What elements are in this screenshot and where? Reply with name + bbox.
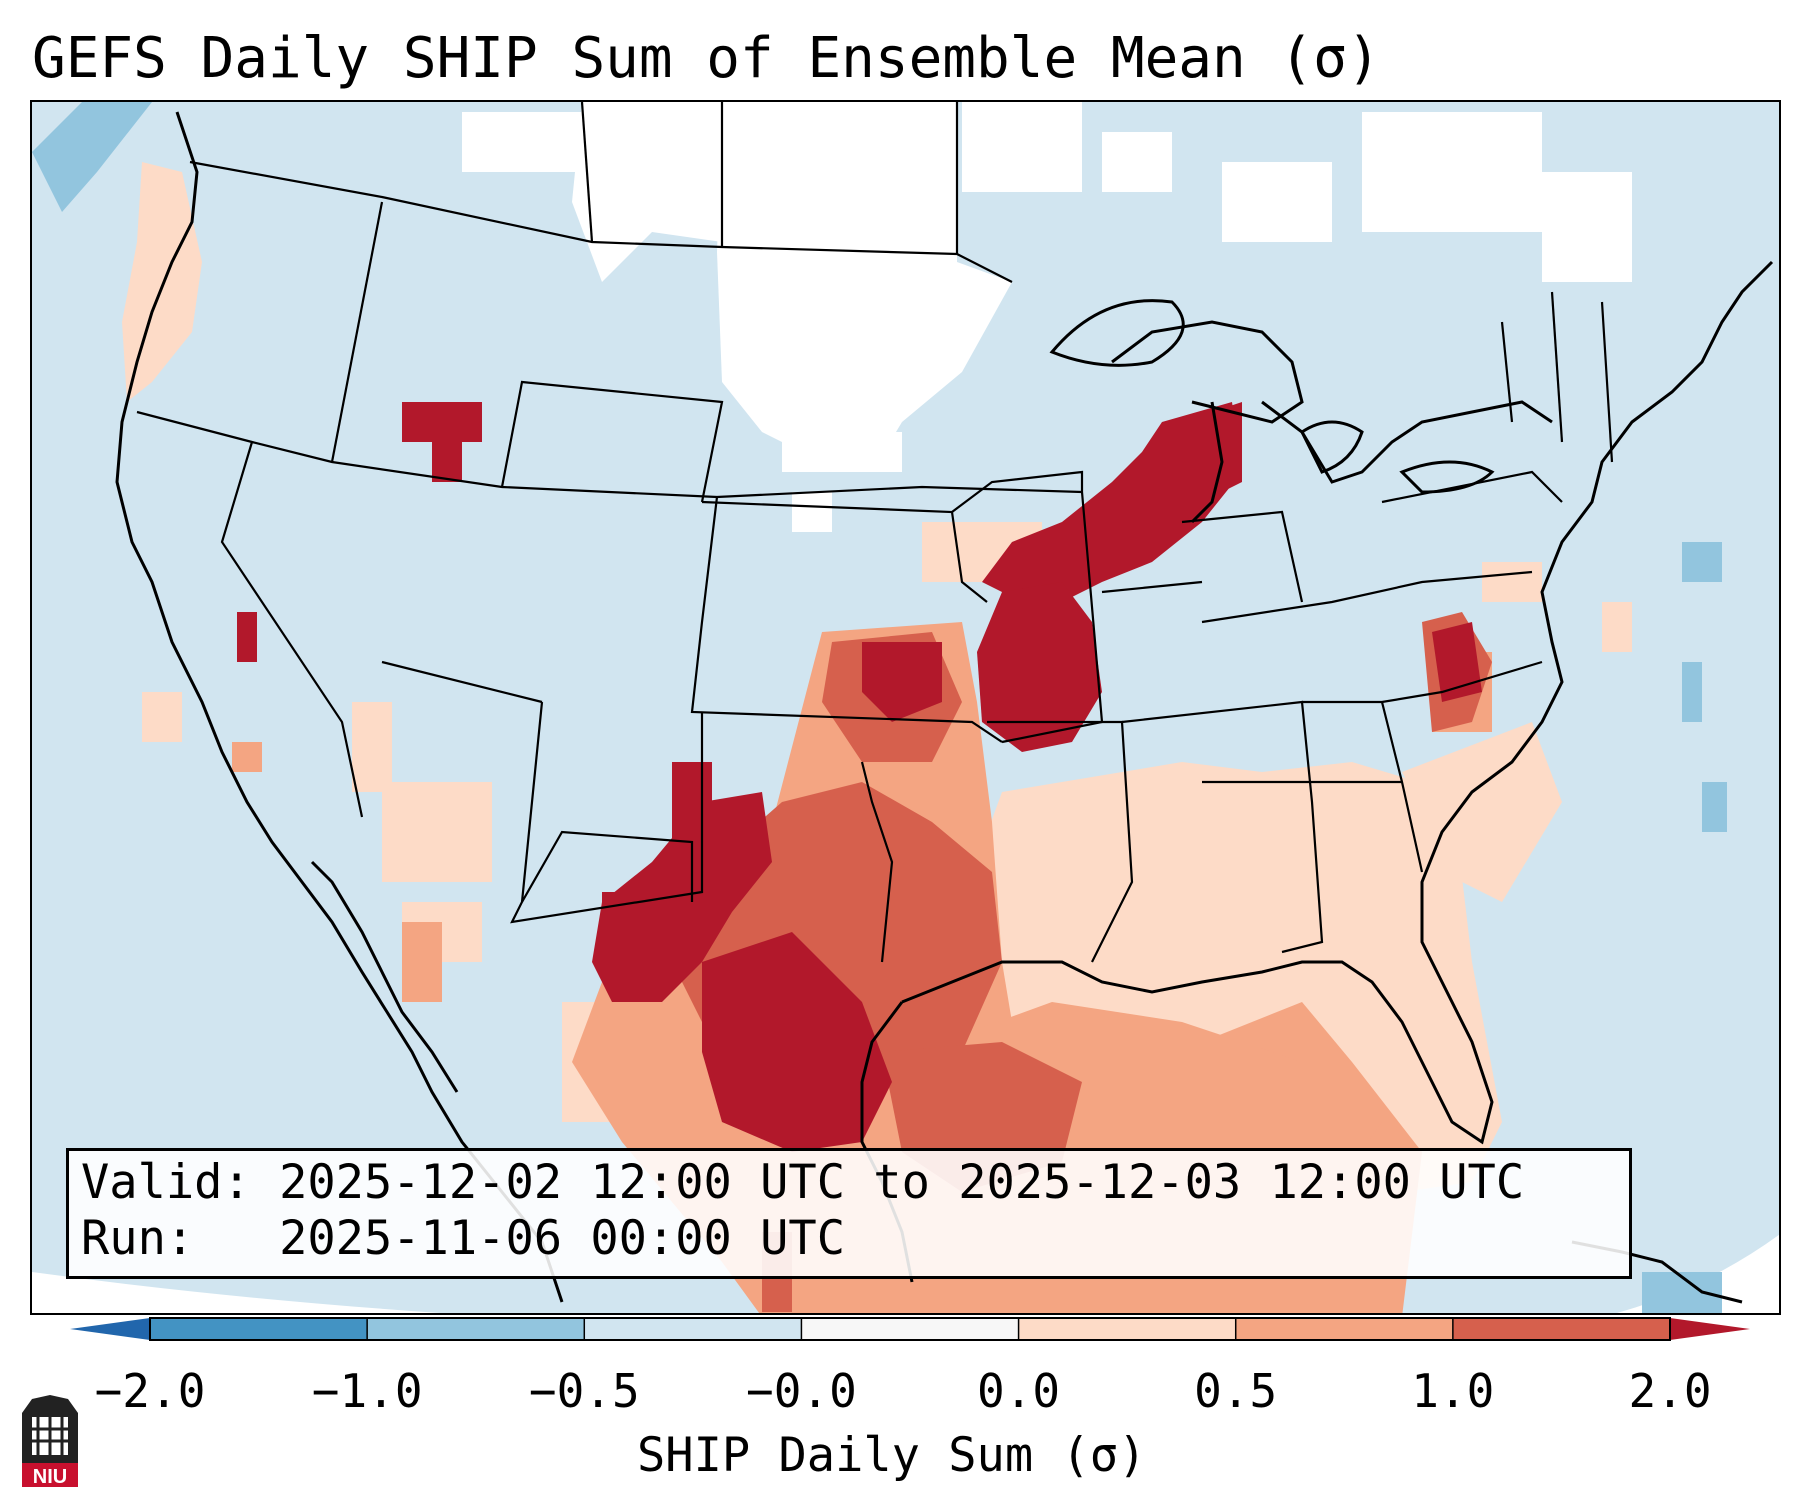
colorbar-tick-label: 0.5 <box>1194 1364 1278 1418</box>
svg-text:NIU: NIU <box>33 1466 67 1488</box>
colorbar-tick-label: −0.5 <box>528 1364 640 1418</box>
colorbar-bin <box>1018 1318 1237 1340</box>
colorbar-bin <box>150 1318 368 1340</box>
near-zero-northern-plains <box>462 102 1632 532</box>
colorbar-tick-label: −0.0 <box>746 1364 857 1418</box>
colorbar-bin <box>801 1318 1020 1340</box>
colorbar-tick-label: 2.0 <box>1628 1364 1712 1418</box>
colorbar <box>70 1317 1750 1341</box>
colorbar-tick-label: 0.0 <box>977 1364 1061 1418</box>
anomaly-negative-nw <box>32 102 152 212</box>
coastlines <box>115 111 1774 1304</box>
colorbar-bin <box>584 1318 802 1340</box>
run-value: 2025-11-06 00:00 UTC <box>279 1211 846 1266</box>
colorbar-bin <box>1235 1318 1454 1340</box>
anomaly-extreme-positive <box>237 402 1482 1152</box>
anomaly-negative-atlantic-2 <box>1682 662 1702 722</box>
colorbar-extend-high <box>1670 1318 1750 1340</box>
anomaly-negative-atlantic-3 <box>1702 782 1727 832</box>
colorbar-bin <box>1452 1318 1671 1340</box>
colorbar-tick-label: −2.0 <box>94 1364 206 1418</box>
map-panel[interactable] <box>30 100 1781 1315</box>
out-of-domain-left <box>32 1272 440 1313</box>
validity-info-box: Valid: 2025-12-02 12:00 UTC to 2025-12-0… <box>66 1148 1632 1279</box>
colorbar-tick-label: −1.0 <box>311 1364 423 1418</box>
great-lakes <box>1049 299 1495 494</box>
colorbar-label: SHIP Daily Sum (σ) <box>637 1428 1147 1483</box>
map-canvas <box>32 102 1779 1313</box>
valid-label: Valid: <box>81 1155 251 1210</box>
colorbar-tick-label: 1.0 <box>1411 1364 1495 1418</box>
colorbar-outline <box>149 1317 1671 1341</box>
run-label: Run: <box>81 1211 195 1266</box>
colorbar-extend-low <box>70 1318 150 1340</box>
colorbar-bin <box>367 1318 585 1340</box>
anomaly-negative-atlantic <box>1682 542 1722 582</box>
out-of-domain-right <box>1617 1234 1779 1313</box>
state-borders <box>136 102 1614 963</box>
valid-value: 2025-12-02 12:00 UTC to 2025-12-03 12:00… <box>279 1155 1525 1210</box>
niu-logo: NIU <box>22 1395 78 1488</box>
chart-title: GEFS Daily SHIP Sum of Ensemble Mean (σ) <box>32 26 1381 91</box>
